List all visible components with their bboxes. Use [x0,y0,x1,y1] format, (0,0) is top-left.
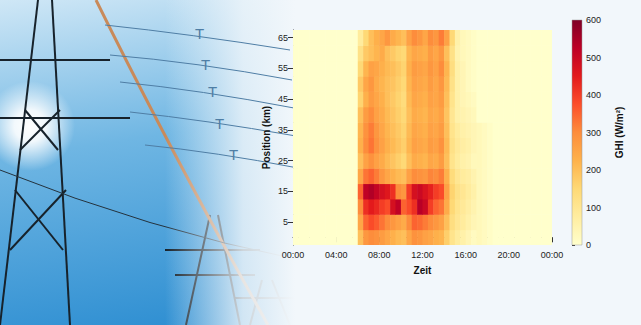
svg-text:12:00: 12:00 [411,250,434,260]
svg-text:500: 500 [586,53,601,63]
svg-text:65: 65 [278,33,288,43]
svg-text:T: T [195,25,204,42]
svg-text:T: T [208,83,217,100]
svg-text:GHI (W/m²): GHI (W/m²) [614,107,625,159]
svg-text:15: 15 [278,186,288,196]
svg-text:20:00: 20:00 [498,250,521,260]
svg-text:45: 45 [278,94,288,104]
svg-text:04:00: 04:00 [325,250,348,260]
svg-text:5: 5 [283,217,288,227]
svg-text:600: 600 [586,15,601,25]
svg-text:300: 300 [586,128,601,138]
svg-text:400: 400 [586,90,601,100]
svg-text:55: 55 [278,63,288,73]
svg-text:0: 0 [586,240,591,250]
svg-text:00:00: 00:00 [541,250,564,260]
svg-text:Zeit: Zeit [414,265,432,276]
svg-text:Position (km): Position (km) [261,106,272,169]
svg-text:00:00: 00:00 [282,250,305,260]
svg-text:08:00: 08:00 [368,250,391,260]
svg-text:200: 200 [586,165,601,175]
svg-text:25: 25 [278,156,288,166]
svg-text:T: T [229,146,238,163]
svg-text:16:00: 16:00 [454,250,477,260]
svg-text:35: 35 [278,125,288,135]
svg-text:T: T [201,56,210,73]
svg-text:T: T [215,115,224,132]
svg-text:100: 100 [586,203,601,213]
